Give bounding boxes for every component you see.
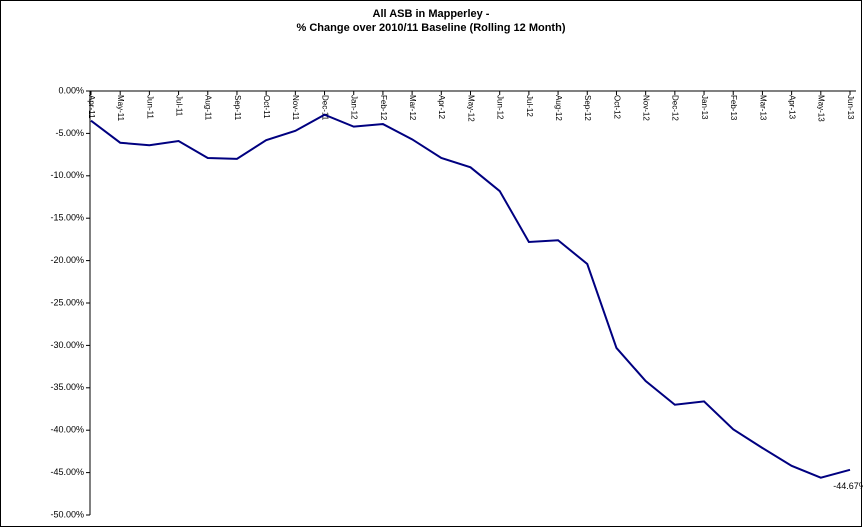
x-tick-label: Jan-12 [350, 95, 359, 120]
y-tick-label: -20.00% [50, 255, 84, 265]
x-tick-label: Sep-11 [233, 95, 242, 121]
chart-title: All ASB in Mapperley - [373, 8, 490, 20]
x-tick-label: Jul-11 [174, 95, 183, 117]
y-tick-label: -30.00% [50, 340, 84, 350]
x-tick-label: May-12 [466, 95, 475, 122]
chart-subtitle: % Change over 2010/11 Baseline (Rolling … [297, 22, 566, 34]
x-tick-label: May-13 [817, 95, 826, 122]
line-series [90, 113, 851, 479]
x-tick-label: Mar-13 [758, 95, 767, 121]
x-tick-label: May-11 [116, 95, 125, 122]
x-tick-label: Sep-12 [583, 95, 592, 121]
x-tick-label: Nov-12 [642, 95, 651, 121]
x-tick-label: Apr-11 [87, 95, 96, 119]
y-tick-label: -40.00% [50, 425, 84, 435]
x-tick-label: Jan-13 [700, 95, 709, 120]
x-tick-label: Dec-12 [671, 95, 680, 121]
x-tick-label: Jun-13 [846, 95, 855, 120]
x-tick-label: Mar-12 [408, 95, 417, 121]
x-tick-label: Oct-12 [612, 95, 621, 120]
x-tick-label: Jun-11 [145, 95, 154, 119]
y-tick-label: -15.00% [50, 213, 84, 223]
y-tick-label: -5.00% [55, 128, 84, 138]
y-tick-label: -45.00% [50, 467, 84, 477]
x-tick-label: Nov-11 [291, 95, 300, 121]
x-tick-label: Apr-13 [788, 95, 797, 120]
y-tick-label: -35.00% [50, 382, 84, 392]
data-label: -44.67% [833, 481, 863, 491]
x-tick-label: Oct-11 [262, 95, 271, 119]
x-tick-label: Feb-12 [379, 95, 388, 121]
x-tick-label: Jun-12 [496, 95, 505, 120]
x-tick-label: Jul-12 [525, 95, 534, 117]
x-tick-label: Apr-12 [437, 95, 446, 120]
y-tick-label: -50.00% [50, 509, 84, 519]
y-tick-label: 0.00% [58, 85, 84, 95]
y-tick-label: -10.00% [50, 170, 84, 180]
x-tick-label: Aug-12 [554, 95, 563, 121]
y-tick-label: -25.00% [50, 297, 84, 307]
x-tick-label: Aug-11 [204, 95, 213, 121]
x-tick-label: Feb-13 [729, 95, 738, 121]
x-tick-label: Dec-11 [320, 95, 329, 121]
